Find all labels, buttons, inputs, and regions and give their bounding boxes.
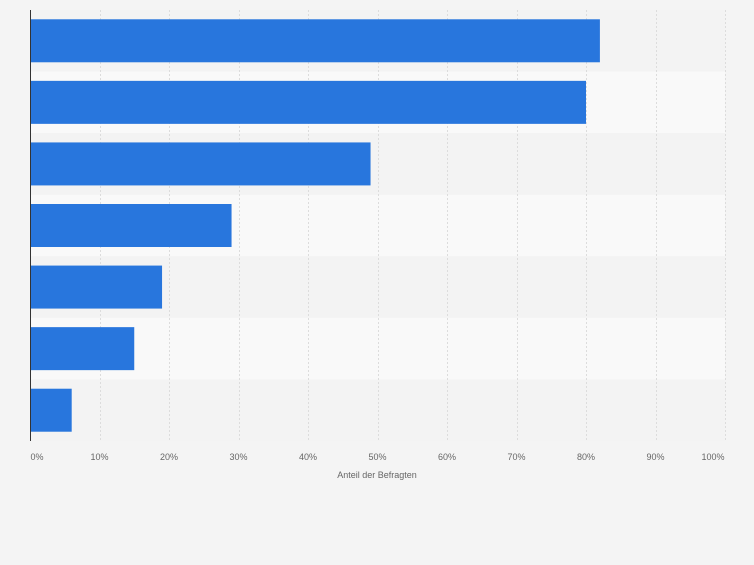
bar (30, 388, 72, 432)
bar (30, 265, 163, 309)
x-tick-label: 0% (30, 452, 43, 462)
row-band (30, 317, 725, 380)
x-tick-label: 50% (368, 452, 386, 462)
x-tick-label: 20% (160, 452, 178, 462)
x-tick-label: 90% (646, 452, 664, 462)
bar (30, 142, 371, 186)
x-axis-label: Anteil der Befragten (337, 470, 417, 480)
bar (30, 19, 600, 63)
x-tick-label: 80% (577, 452, 595, 462)
x-tick-label: 30% (229, 452, 247, 462)
x-tick-label: 100% (701, 452, 724, 462)
bars (30, 19, 600, 432)
bar (30, 204, 232, 247)
bar (30, 327, 135, 371)
row-band (30, 379, 725, 441)
x-tick-label: 70% (507, 452, 525, 462)
bar (30, 80, 586, 124)
x-tick-label: 60% (438, 452, 456, 462)
x-tick-labels: 0% 10% 20% 30% 40% 50% 60% 70% 80% 90% 100% (30, 452, 724, 462)
x-tick-label: 10% (90, 452, 108, 462)
x-tick-label: 40% (299, 452, 317, 462)
